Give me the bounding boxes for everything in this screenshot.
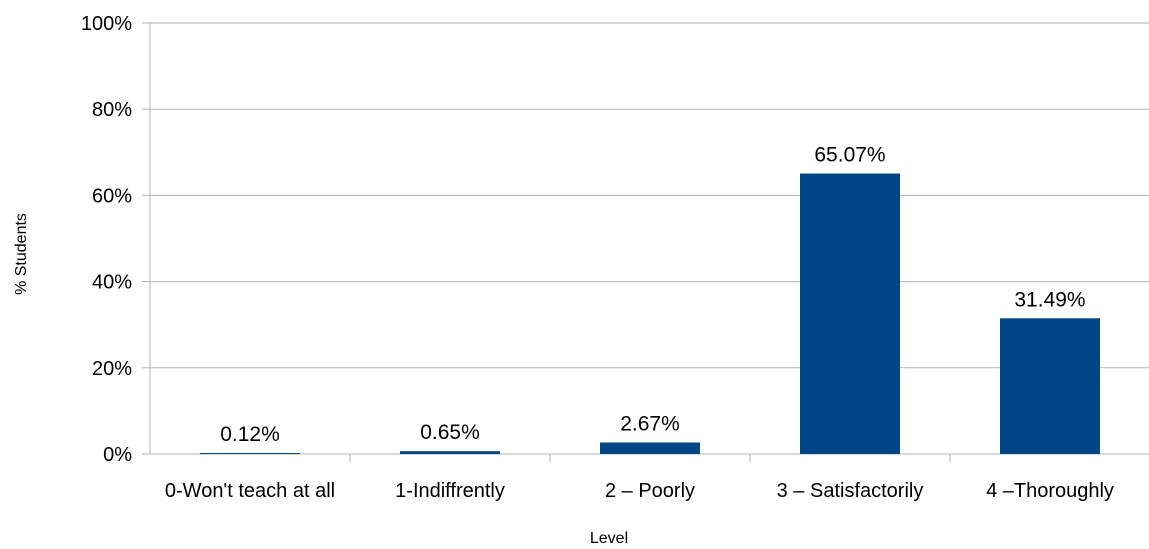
bar [1000,318,1100,454]
x-axis-title: Level [590,530,628,547]
labels: 0% 20% 40% 60% 80% 100% 0.12% 0-Won't teach at … [81,13,1114,502]
bar [200,453,300,454]
y-tick-label: 100% [81,13,132,35]
x-category-label: 2 – Poorly [605,480,695,502]
data-label: 65.07% [814,144,885,167]
x-category-label: 3 – Satisfactorily [777,480,924,502]
y-axis-title: % Students [13,213,30,295]
y-tick-label: 80% [92,99,132,121]
bars [200,173,1100,455]
data-label: 0.12% [220,423,280,446]
y-tick-label: 40% [92,272,132,294]
x-category-label: 1-Indiffrently [395,480,505,502]
y-tick-label: 60% [92,185,132,207]
axes [142,22,1149,463]
data-label: 2.67% [620,412,680,435]
data-label: 0.65% [420,421,480,444]
y-tick-label: 0% [103,444,132,466]
gridlines [150,22,1149,369]
x-category-label: 0-Won't teach at all [165,480,335,502]
bar [800,173,900,455]
y-tick-label: 20% [92,358,132,380]
bar [600,442,700,454]
data-label: 31.49% [1014,288,1085,311]
x-category-label: 4 –Thoroughly [986,480,1114,502]
bar [400,451,500,454]
